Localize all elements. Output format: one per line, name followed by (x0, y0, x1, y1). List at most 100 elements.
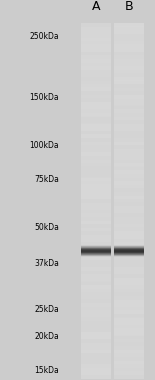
FancyBboxPatch shape (114, 159, 144, 163)
FancyBboxPatch shape (81, 248, 111, 249)
FancyBboxPatch shape (81, 251, 111, 252)
FancyBboxPatch shape (114, 156, 144, 160)
FancyBboxPatch shape (114, 247, 144, 248)
FancyBboxPatch shape (114, 299, 144, 303)
FancyBboxPatch shape (81, 102, 111, 106)
FancyBboxPatch shape (81, 288, 111, 293)
FancyBboxPatch shape (114, 105, 144, 109)
FancyBboxPatch shape (114, 255, 144, 256)
FancyBboxPatch shape (114, 166, 144, 170)
FancyBboxPatch shape (114, 177, 144, 181)
FancyBboxPatch shape (114, 246, 144, 247)
FancyBboxPatch shape (81, 249, 111, 253)
FancyBboxPatch shape (114, 224, 144, 228)
FancyBboxPatch shape (81, 245, 111, 249)
FancyBboxPatch shape (114, 251, 144, 252)
FancyBboxPatch shape (81, 91, 111, 95)
FancyBboxPatch shape (81, 177, 111, 181)
FancyBboxPatch shape (114, 174, 144, 177)
FancyBboxPatch shape (114, 296, 144, 299)
FancyBboxPatch shape (81, 73, 111, 77)
FancyBboxPatch shape (114, 206, 144, 210)
FancyBboxPatch shape (114, 231, 144, 235)
FancyBboxPatch shape (81, 138, 111, 142)
FancyBboxPatch shape (114, 181, 144, 185)
FancyBboxPatch shape (81, 163, 111, 167)
FancyBboxPatch shape (81, 274, 111, 278)
FancyBboxPatch shape (81, 357, 111, 361)
FancyBboxPatch shape (114, 41, 144, 45)
FancyBboxPatch shape (81, 353, 111, 357)
FancyBboxPatch shape (114, 250, 144, 251)
FancyBboxPatch shape (81, 23, 111, 27)
FancyBboxPatch shape (81, 174, 111, 177)
FancyBboxPatch shape (81, 52, 111, 55)
FancyBboxPatch shape (81, 37, 111, 41)
FancyBboxPatch shape (81, 116, 111, 120)
FancyBboxPatch shape (114, 55, 144, 59)
FancyBboxPatch shape (114, 288, 144, 293)
FancyBboxPatch shape (114, 112, 144, 117)
FancyBboxPatch shape (81, 77, 111, 81)
FancyBboxPatch shape (81, 249, 111, 250)
FancyBboxPatch shape (81, 70, 111, 73)
FancyBboxPatch shape (81, 256, 111, 260)
FancyBboxPatch shape (114, 251, 144, 252)
FancyBboxPatch shape (81, 98, 111, 102)
FancyBboxPatch shape (81, 267, 111, 271)
FancyBboxPatch shape (114, 281, 144, 285)
FancyBboxPatch shape (81, 195, 111, 199)
FancyBboxPatch shape (114, 19, 144, 23)
FancyBboxPatch shape (81, 220, 111, 224)
FancyBboxPatch shape (114, 73, 144, 77)
FancyBboxPatch shape (81, 252, 111, 253)
FancyBboxPatch shape (114, 127, 144, 131)
FancyBboxPatch shape (114, 242, 144, 246)
FancyBboxPatch shape (114, 328, 144, 332)
FancyBboxPatch shape (81, 224, 111, 228)
FancyBboxPatch shape (114, 248, 144, 249)
FancyBboxPatch shape (114, 95, 144, 98)
FancyBboxPatch shape (114, 247, 144, 248)
FancyBboxPatch shape (114, 120, 144, 124)
FancyBboxPatch shape (81, 242, 111, 246)
FancyBboxPatch shape (114, 66, 144, 70)
FancyBboxPatch shape (114, 84, 144, 88)
FancyBboxPatch shape (114, 249, 144, 253)
FancyBboxPatch shape (114, 116, 144, 120)
FancyBboxPatch shape (114, 364, 144, 368)
FancyBboxPatch shape (114, 109, 144, 113)
FancyBboxPatch shape (114, 307, 144, 310)
FancyBboxPatch shape (81, 48, 111, 52)
FancyBboxPatch shape (114, 250, 144, 251)
FancyBboxPatch shape (81, 250, 111, 251)
FancyBboxPatch shape (114, 321, 144, 325)
FancyBboxPatch shape (81, 181, 111, 185)
FancyBboxPatch shape (81, 263, 111, 267)
FancyBboxPatch shape (81, 120, 111, 124)
FancyBboxPatch shape (114, 199, 144, 203)
FancyBboxPatch shape (114, 44, 144, 48)
FancyBboxPatch shape (114, 371, 144, 375)
FancyBboxPatch shape (114, 274, 144, 278)
FancyBboxPatch shape (114, 30, 144, 34)
FancyBboxPatch shape (81, 255, 111, 256)
Text: 15kDa: 15kDa (34, 366, 59, 375)
FancyBboxPatch shape (114, 342, 144, 346)
FancyBboxPatch shape (81, 292, 111, 296)
FancyBboxPatch shape (81, 134, 111, 138)
FancyBboxPatch shape (81, 299, 111, 303)
FancyBboxPatch shape (81, 321, 111, 325)
FancyBboxPatch shape (114, 188, 144, 192)
FancyBboxPatch shape (114, 48, 144, 52)
FancyBboxPatch shape (114, 62, 144, 66)
FancyBboxPatch shape (114, 134, 144, 138)
FancyBboxPatch shape (114, 152, 144, 156)
Text: 100kDa: 100kDa (30, 141, 59, 150)
FancyBboxPatch shape (114, 141, 144, 145)
Text: B: B (125, 0, 134, 13)
FancyBboxPatch shape (114, 91, 144, 95)
FancyBboxPatch shape (81, 235, 111, 239)
FancyBboxPatch shape (81, 112, 111, 117)
FancyBboxPatch shape (81, 375, 111, 378)
